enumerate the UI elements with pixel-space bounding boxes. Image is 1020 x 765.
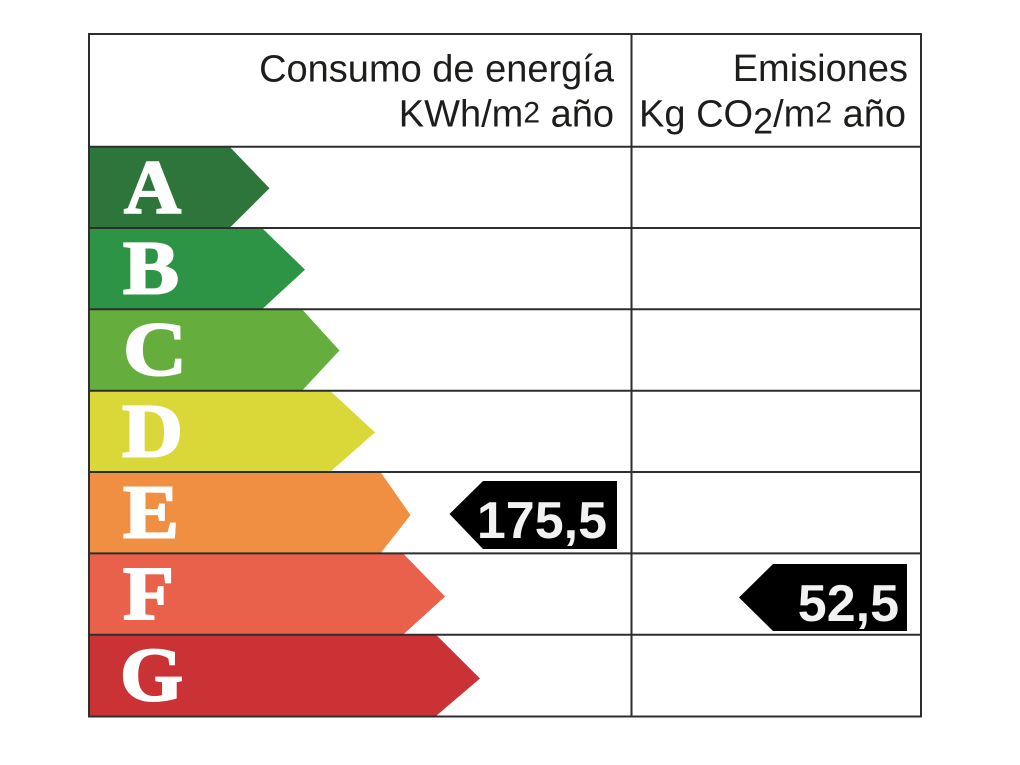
svg-text:B: B (123, 227, 179, 311)
svg-text:E: E (123, 471, 179, 555)
svg-text:Emisiones: Emisiones (733, 48, 908, 90)
svg-text:52,5: 52,5 (798, 575, 899, 633)
svg-text:KWh/m2 año: KWh/m2 año (399, 94, 614, 136)
svg-text:G: G (120, 633, 183, 717)
svg-text:C: C (123, 308, 187, 392)
svg-text:Consumo de energía: Consumo de energía (259, 49, 615, 91)
svg-text:175,5: 175,5 (477, 492, 607, 550)
svg-text:F: F (123, 552, 174, 636)
svg-text:A: A (124, 145, 181, 229)
svg-text:Kg CO2/m2 año: Kg CO2/m2 año (639, 94, 906, 142)
svg-text:D: D (122, 389, 183, 473)
